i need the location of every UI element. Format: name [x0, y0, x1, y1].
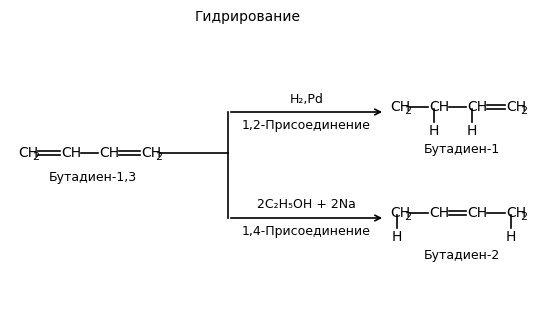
Text: CH: CH	[18, 146, 38, 160]
Text: 2: 2	[520, 212, 527, 222]
Text: CH: CH	[141, 146, 161, 160]
Text: H: H	[506, 230, 516, 244]
Text: CH: CH	[467, 100, 487, 114]
Text: CH: CH	[429, 100, 449, 114]
Text: 1,4-Присоединение: 1,4-Присоединение	[242, 224, 371, 238]
Text: H₂,Pd: H₂,Pd	[289, 92, 324, 106]
Text: CH: CH	[390, 206, 410, 220]
Text: CH: CH	[429, 206, 449, 220]
Text: CH: CH	[467, 206, 487, 220]
Text: 1,2-Присоединение: 1,2-Присоединение	[242, 118, 371, 131]
Text: H: H	[429, 124, 439, 138]
Text: CH: CH	[506, 100, 526, 114]
Text: Бутадиен-1,3: Бутадиен-1,3	[49, 172, 137, 184]
Text: Бутадиен-1: Бутадиен-1	[424, 144, 500, 156]
Text: 2: 2	[155, 152, 162, 162]
Text: CH: CH	[99, 146, 119, 160]
Text: H: H	[467, 124, 477, 138]
Text: Гидрирование: Гидрирование	[195, 10, 301, 24]
Text: CH: CH	[506, 206, 526, 220]
Text: CH: CH	[61, 146, 81, 160]
Text: H: H	[392, 230, 402, 244]
Text: 2: 2	[404, 106, 411, 116]
Text: 2: 2	[404, 212, 411, 222]
Text: 2: 2	[520, 106, 527, 116]
Text: CH: CH	[390, 100, 410, 114]
Text: Бутадиен-2: Бутадиен-2	[424, 249, 500, 262]
Text: 2C₂H₅OH + 2Na: 2C₂H₅OH + 2Na	[257, 199, 356, 212]
Text: 2: 2	[32, 152, 39, 162]
